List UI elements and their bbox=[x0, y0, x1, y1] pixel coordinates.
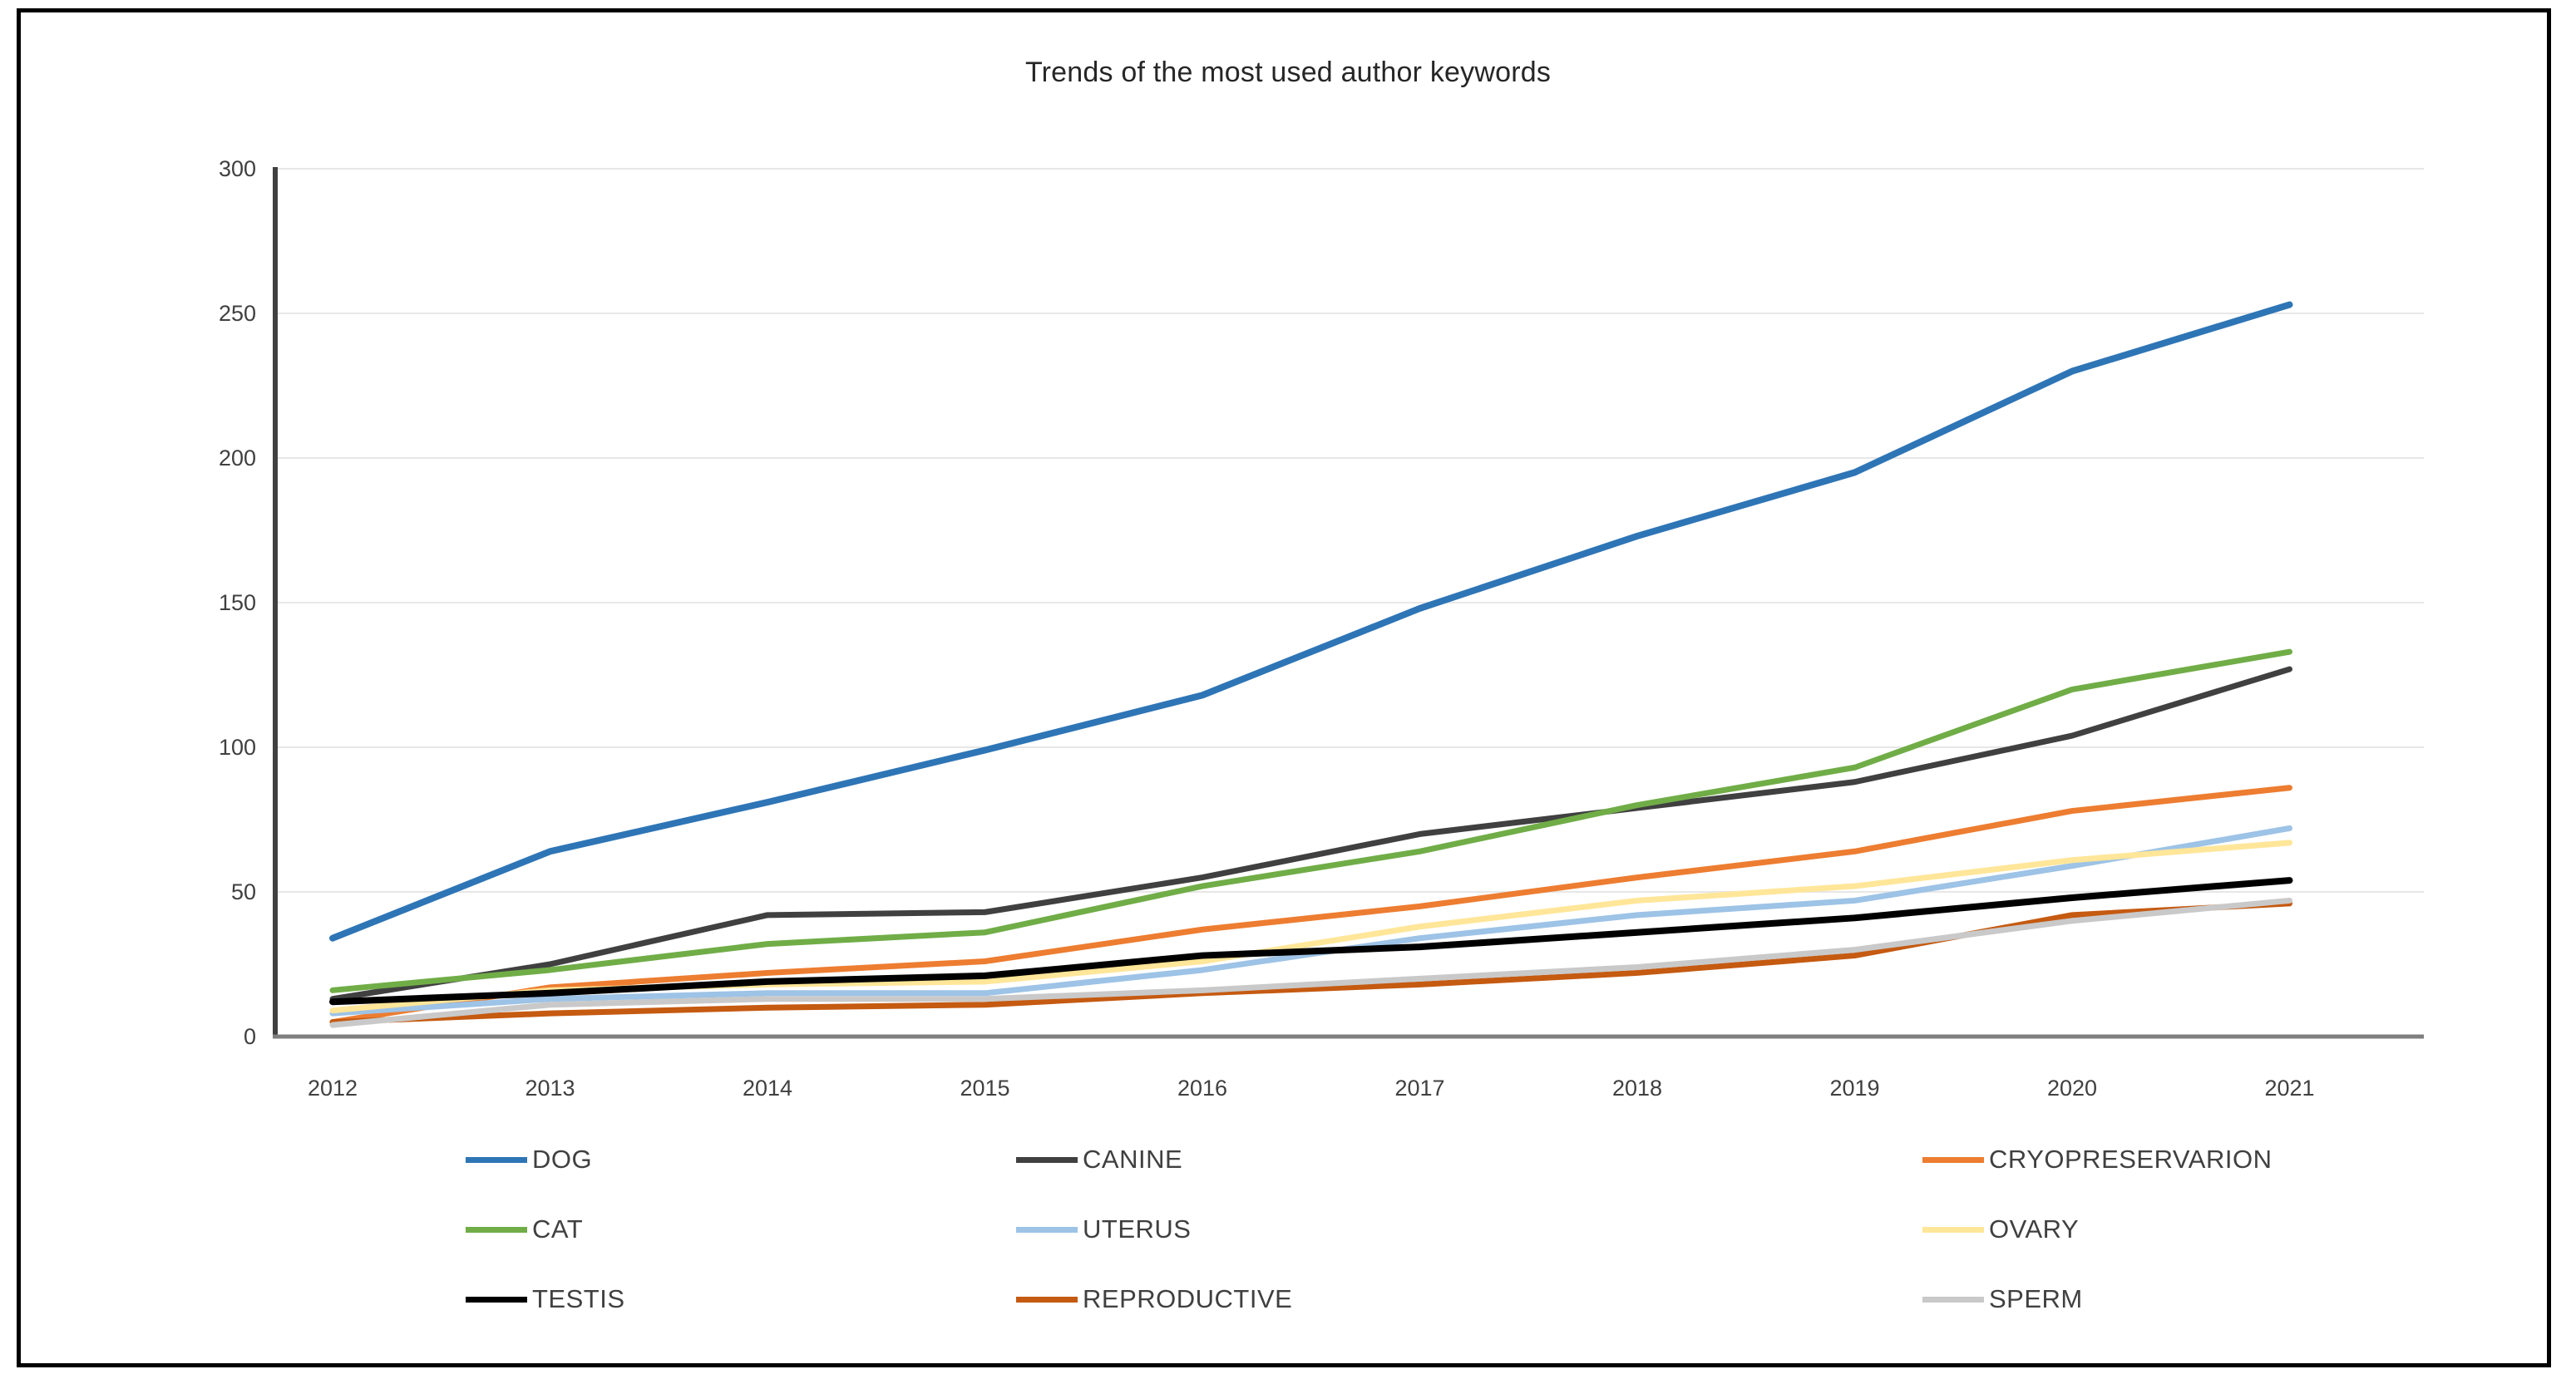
chart-title: Trends of the most used author keywords bbox=[1024, 57, 1552, 88]
legend-label-ovary: OVARY bbox=[1989, 1214, 2080, 1244]
y-tick-label-100: 100 bbox=[219, 735, 256, 760]
legend-swatch-uterus bbox=[1016, 1226, 1078, 1233]
legend-swatch-canine bbox=[1016, 1156, 1078, 1163]
legend-label-sperm: SPERM bbox=[1989, 1284, 2083, 1313]
legend-label-canine: CANINE bbox=[1083, 1145, 1183, 1174]
chart-legend: DOG CANINE CRYOPRESERVARION CAT UTERUS OVARY T… bbox=[466, 1145, 2272, 1313]
legend-label-cryopreservarion: CRYOPRESERVARION bbox=[1989, 1145, 2273, 1174]
series-line-cat bbox=[329, 648, 2292, 993]
series-line-testis bbox=[329, 877, 2293, 1006]
legend-item-uterus: UTERUS bbox=[1016, 1214, 1922, 1244]
y-tick-label-200: 200 bbox=[219, 446, 256, 470]
legend-item-reproductive: REPRODUCTIVE bbox=[1016, 1284, 1922, 1313]
x-tick-label-2016: 2016 bbox=[1177, 1076, 1227, 1101]
y-tick-label-250: 250 bbox=[219, 301, 256, 326]
legend-swatch-cryopreservarion bbox=[1922, 1156, 1984, 1163]
series-line-cryopreservarion bbox=[329, 785, 2292, 1026]
series-line-sperm bbox=[329, 897, 2292, 1028]
legend-item-sperm: SPERM bbox=[1922, 1284, 2272, 1313]
legend-label-uterus: UTERUS bbox=[1083, 1214, 1192, 1244]
legend-label-reproductive: REPRODUCTIVE bbox=[1083, 1284, 1293, 1313]
legend-swatch-cat bbox=[466, 1226, 527, 1233]
x-tick-label-2013: 2013 bbox=[525, 1076, 575, 1101]
legend-swatch-sperm bbox=[1922, 1296, 1984, 1303]
legend-swatch-reproductive bbox=[1016, 1296, 1078, 1303]
y-tick-label-300: 300 bbox=[219, 156, 256, 181]
legend-swatch-testis bbox=[466, 1296, 527, 1303]
series-line-dog bbox=[329, 301, 2293, 942]
x-tick-label-2012: 2012 bbox=[308, 1076, 358, 1101]
legend-swatch-dog bbox=[466, 1156, 527, 1163]
legend-label-dog: DOG bbox=[532, 1145, 593, 1174]
legend-item-ovary: OVARY bbox=[1922, 1214, 2272, 1244]
series-line-canine bbox=[329, 666, 2292, 1002]
x-tick-label-2018: 2018 bbox=[1612, 1076, 1662, 1101]
y-tick-label-50: 50 bbox=[231, 879, 256, 904]
x-tick-label-2019: 2019 bbox=[1829, 1076, 1879, 1101]
legend-item-testis: TESTIS bbox=[466, 1284, 1016, 1313]
y-tick-label-0: 0 bbox=[244, 1024, 256, 1049]
legend-item-cryopreservarion: CRYOPRESERVARION bbox=[1922, 1145, 2272, 1174]
x-tick-label-2017: 2017 bbox=[1394, 1076, 1444, 1101]
screenshot-border-frame bbox=[17, 8, 2551, 1367]
legend-label-testis: TESTIS bbox=[532, 1284, 625, 1313]
x-tick-label-2014: 2014 bbox=[743, 1076, 792, 1101]
x-tick-label-2020: 2020 bbox=[2047, 1076, 2097, 1101]
legend-item-dog: DOG bbox=[466, 1145, 1016, 1174]
y-tick-label-150: 150 bbox=[219, 590, 256, 615]
x-tick-label-2015: 2015 bbox=[960, 1076, 1009, 1101]
legend-item-cat: CAT bbox=[466, 1214, 1016, 1244]
legend-swatch-ovary bbox=[1922, 1226, 1984, 1233]
legend-item-canine: CANINE bbox=[1016, 1145, 1922, 1174]
legend-label-cat: CAT bbox=[532, 1214, 584, 1244]
x-tick-label-2021: 2021 bbox=[2264, 1076, 2314, 1101]
